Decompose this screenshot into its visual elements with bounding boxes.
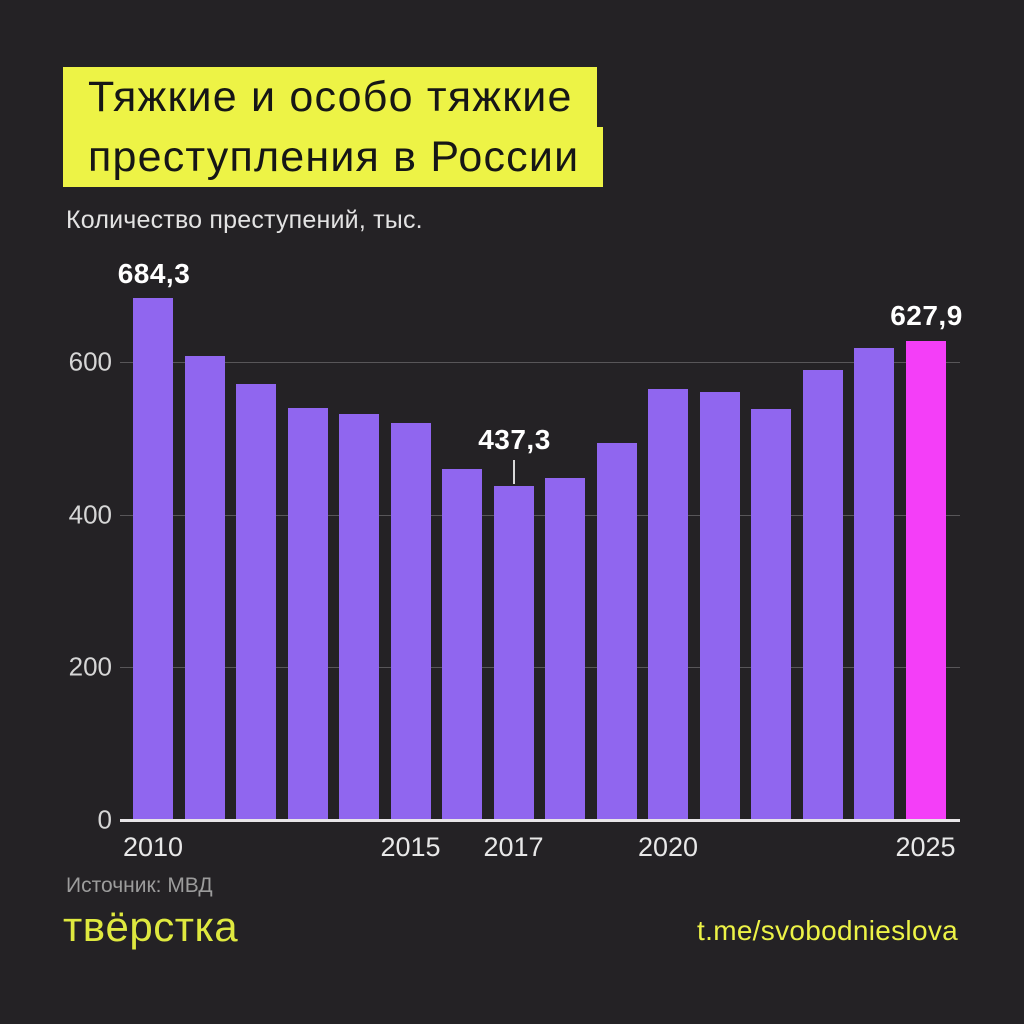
value-label-627,9: 627,9	[890, 299, 963, 331]
y-axis-tick-0: 0	[97, 804, 112, 835]
y-axis-tick-600: 600	[68, 346, 112, 377]
bar-2018	[545, 478, 585, 820]
x-axis-line	[120, 819, 960, 822]
bar-2016	[442, 468, 482, 820]
bar-2021	[699, 391, 740, 820]
title-line-1: Тяжкие и особо тяжкие	[63, 67, 597, 127]
gridline-600	[120, 362, 960, 363]
bar-2013	[287, 407, 328, 820]
source-note: Источник: МВД	[66, 874, 213, 897]
bar-2019	[596, 442, 637, 820]
page-title: Тяжкие и особо тяжкие преступления в Рос…	[63, 67, 604, 187]
bar-2024	[854, 348, 894, 820]
x-axis-tick-2015: 2015	[380, 832, 441, 862]
bar-2023	[802, 369, 843, 820]
title-line-2: преступления в России	[63, 127, 604, 187]
callout-line	[512, 460, 515, 485]
value-label-437,3: 437,3	[478, 424, 551, 456]
bar-2015	[390, 423, 431, 820]
value-label-684,3: 684,3	[117, 257, 191, 289]
gridline-200	[120, 667, 960, 669]
x-axis-tick-2025: 2025	[895, 832, 956, 862]
y-axis-tick-200: 200	[68, 651, 112, 682]
x-axis-tick-2017: 2017	[483, 832, 544, 862]
bar-2022	[751, 409, 791, 820]
bar-2014	[339, 413, 379, 820]
verstka-logo: твёрстка	[63, 903, 239, 950]
bar-2011	[184, 355, 225, 820]
x-axis-tick-2010: 2010	[122, 832, 184, 862]
chart-subtitle: Количество преступений, тыс.	[66, 206, 423, 234]
bar-2010	[133, 297, 173, 820]
bar-2012	[236, 384, 276, 820]
gridline-400	[120, 514, 960, 516]
x-axis-tick-2020: 2020	[637, 832, 699, 862]
telegram-link: t.me/svobodnieslova	[697, 915, 958, 946]
bar-2017	[493, 486, 534, 820]
y-axis-tick-400: 400	[68, 499, 112, 530]
bar-2025	[905, 340, 946, 820]
bar-2020	[648, 388, 688, 820]
